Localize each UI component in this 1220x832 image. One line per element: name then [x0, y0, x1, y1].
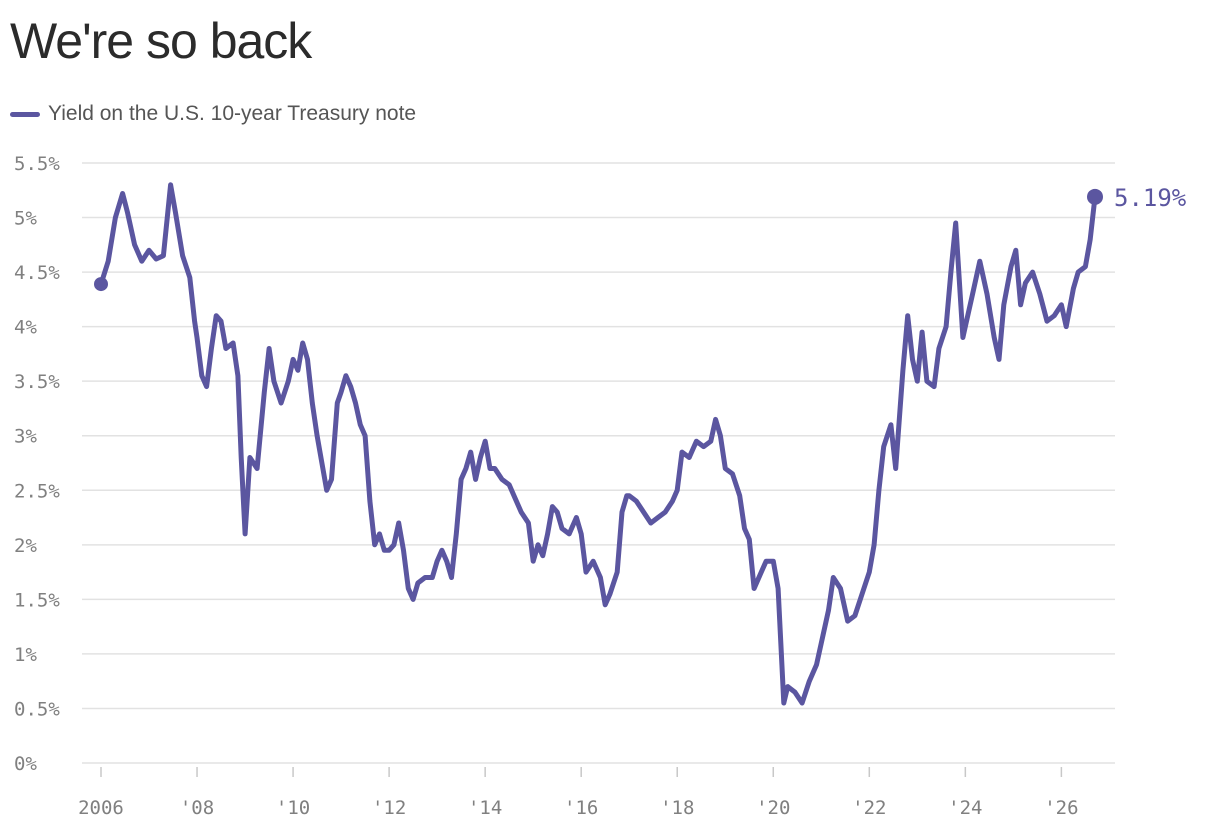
y-tick-label: 5.5% [14, 153, 60, 175]
x-tick-label: '14 [468, 797, 502, 819]
x-tick-label: '10 [276, 797, 310, 819]
y-tick-label: 3% [14, 426, 37, 448]
start-point [94, 277, 108, 292]
x-tick-label: '08 [180, 797, 214, 819]
gridlines [82, 162, 1115, 764]
y-tick-label: 0% [14, 753, 37, 775]
x-tick-label: '12 [372, 797, 406, 819]
y-tick-label: 5% [14, 208, 37, 230]
y-tick-label: 0.5% [14, 698, 60, 720]
x-tick-label: '20 [756, 797, 790, 819]
end-point [1087, 188, 1103, 205]
y-tick-label: 2% [14, 535, 37, 557]
series-line-10-year-yield [98, 182, 1098, 706]
x-axis: 2006 '08 '10 '12 '14 '16 '18 '20 '22 '24 '26 [78, 767, 1079, 819]
end-value-label: 5.19% [1114, 184, 1187, 212]
legend-swatch [10, 111, 40, 117]
x-tick-label: '16 [564, 797, 598, 819]
chart-title: We're so back [10, 13, 312, 69]
y-tick-label: 4.5% [14, 262, 60, 284]
legend-label: Yield on the U.S. 10-year Treasury note [48, 102, 417, 125]
legend: Yield on the U.S. 10-year Treasury note [10, 102, 416, 126]
y-axis: 0% 0.5% 1% 1.5% 2% 2.5% 3% 3.5% 4% 4.5% 5% 5.5% [14, 153, 60, 775]
y-tick-label: 3.5% [14, 371, 60, 393]
x-tick-label: '22 [852, 797, 886, 819]
y-tick-label: 1.5% [14, 589, 60, 611]
y-tick-label: 2.5% [14, 480, 60, 502]
x-tick-label: 2006 [78, 797, 124, 819]
y-tick-label: 4% [14, 317, 37, 339]
x-tick-label: '24 [948, 797, 982, 819]
x-tick-label: '26 [1044, 797, 1078, 819]
x-tick-label: '18 [660, 797, 694, 819]
y-tick-label: 1% [14, 644, 37, 666]
